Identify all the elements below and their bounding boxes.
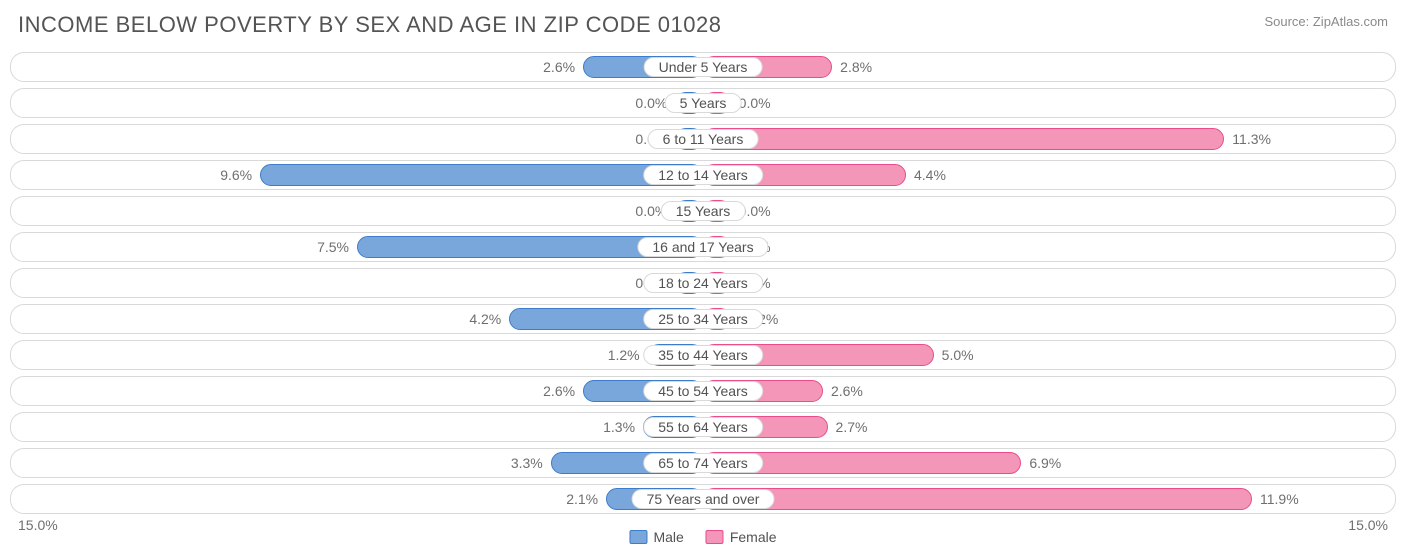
category-label: 55 to 64 Years	[643, 417, 763, 437]
chart-row: 0.0% 0.0%5 Years	[10, 88, 1396, 118]
legend-male-label: Male	[653, 529, 683, 545]
axis-max-left: 15.0%	[18, 517, 58, 533]
female-value-label: 6.9%	[1029, 455, 1061, 471]
female-value-label: 5.0%	[942, 347, 974, 363]
category-label: 25 to 34 Years	[643, 309, 763, 329]
male-value-label: 2.1%	[566, 491, 598, 507]
chart-row: 4.2%0.12%25 to 34 Years	[10, 304, 1396, 334]
chart-row: 2.1% 11.9% 75 Years and over	[10, 484, 1396, 514]
female-value-label: 2.6%	[831, 383, 863, 399]
chart-row: 0.0%0.0%18 to 24 Years	[10, 268, 1396, 298]
chart-row: 2.6% 2.8% Under 5 Years	[10, 52, 1396, 82]
female-value-label: 11.9%	[1260, 491, 1299, 507]
female-value-label: 0.0%	[739, 95, 771, 111]
source-label: Source: ZipAtlas.com	[1264, 14, 1388, 29]
legend-female-label: Female	[730, 529, 777, 545]
chart-row: 7.5%0.0%16 and 17 Years	[10, 232, 1396, 262]
chart-row: 0.0%0.0%15 Years	[10, 196, 1396, 226]
category-label: Under 5 Years	[644, 57, 763, 77]
male-value-label: 2.6%	[543, 59, 575, 75]
chart-row: 1.3% 2.7% 55 to 64 Years	[10, 412, 1396, 442]
male-value-label: 9.6%	[220, 167, 252, 183]
legend-female: Female	[706, 529, 777, 545]
female-swatch	[706, 530, 724, 544]
male-bar	[260, 164, 703, 186]
chart-row: 2.6% 2.6% 45 to 54 Years	[10, 376, 1396, 406]
category-label: 45 to 54 Years	[643, 381, 763, 401]
category-label: 16 and 17 Years	[637, 237, 768, 257]
male-value-label: 7.5%	[317, 239, 349, 255]
chart-row: 9.6% 4.4% 12 to 14 Years	[10, 160, 1396, 190]
category-label: 75 Years and over	[632, 489, 775, 509]
category-label: 6 to 11 Years	[648, 129, 759, 149]
legend: Male Female	[629, 529, 776, 545]
legend-male: Male	[629, 529, 683, 545]
male-value-label: 1.3%	[603, 419, 635, 435]
female-value-label: 4.4%	[914, 167, 946, 183]
male-value-label: 0.0%	[635, 95, 667, 111]
category-label: 5 Years	[665, 93, 742, 113]
chart-row: 0.0%11.3%6 to 11 Years	[10, 124, 1396, 154]
female-value-label: 11.3%	[1232, 131, 1271, 147]
axis-max-right: 15.0%	[1348, 517, 1388, 533]
male-swatch	[629, 530, 647, 544]
chart-title: INCOME BELOW POVERTY BY SEX AND AGE IN Z…	[18, 12, 721, 38]
female-bar	[703, 488, 1252, 510]
chart-row: 3.3% 6.9% 65 to 74 Years	[10, 448, 1396, 478]
chart-area: 2.6%2.8%Under 5 Years0.0%0.0%5 Years0.0%…	[10, 52, 1396, 517]
chart-row: 1.2% 5.0% 35 to 44 Years	[10, 340, 1396, 370]
category-label: 35 to 44 Years	[643, 345, 763, 365]
category-label: 12 to 14 Years	[643, 165, 763, 185]
female-value-label: 2.7%	[836, 419, 868, 435]
male-value-label: 3.3%	[511, 455, 543, 471]
female-bar	[703, 128, 1224, 150]
category-label: 15 Years	[661, 201, 746, 221]
category-label: 65 to 74 Years	[643, 453, 763, 473]
male-value-label: 2.6%	[543, 383, 575, 399]
category-label: 18 to 24 Years	[643, 273, 763, 293]
female-value-label: 2.8%	[840, 59, 872, 75]
male-value-label: 4.2%	[469, 311, 501, 327]
male-value-label: 1.2%	[608, 347, 640, 363]
